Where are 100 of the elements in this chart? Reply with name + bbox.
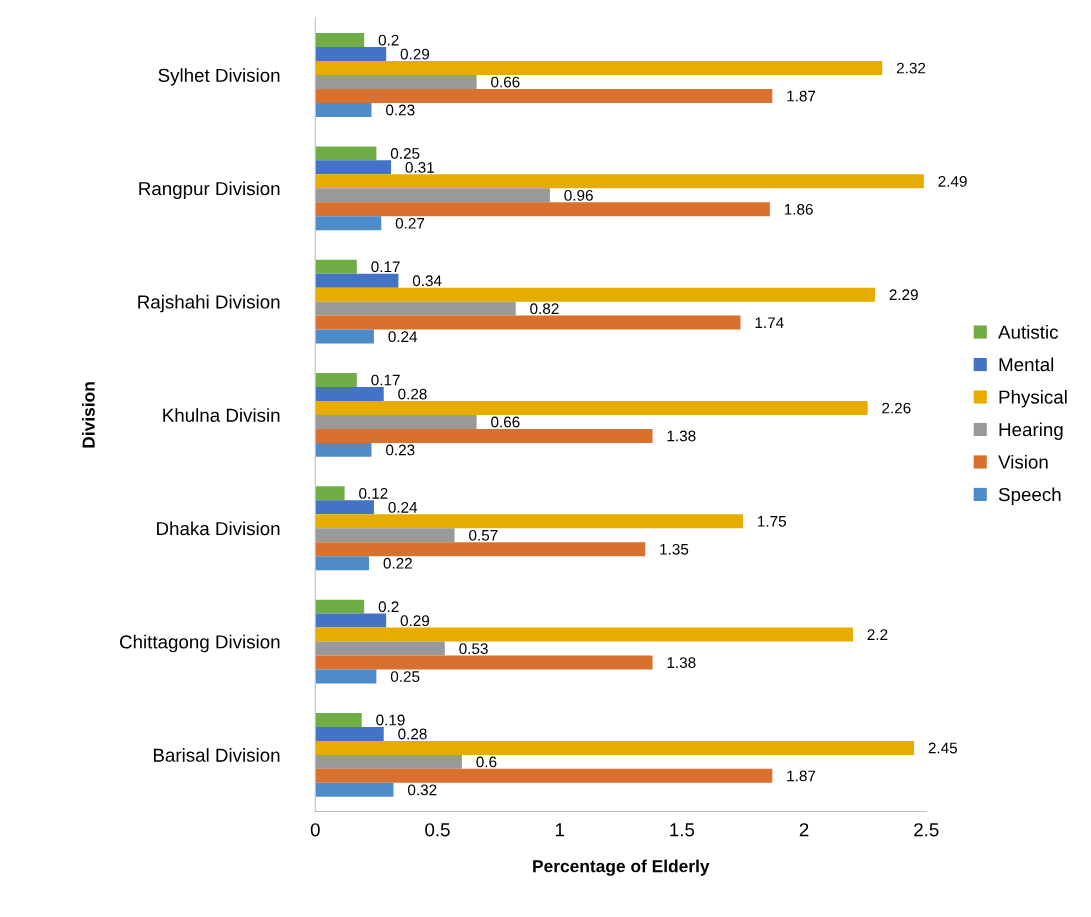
data-label: 0.28 bbox=[398, 388, 427, 400]
bar bbox=[315, 174, 924, 189]
data-label: 0.25 bbox=[390, 148, 420, 159]
data-label: 0.19 bbox=[376, 714, 405, 726]
legend-label: Speech bbox=[998, 487, 1061, 505]
y-tick-label: Dhaka Division bbox=[157, 521, 280, 536]
bar bbox=[315, 33, 365, 48]
y-tick-label: Sylhet Division bbox=[158, 68, 280, 86]
bar bbox=[315, 627, 853, 642]
bar bbox=[315, 47, 387, 62]
bar bbox=[315, 740, 915, 755]
bar bbox=[315, 528, 455, 543]
bar bbox=[315, 202, 770, 217]
legend-label: Physical bbox=[999, 389, 1067, 408]
bar bbox=[315, 641, 445, 656]
bar bbox=[315, 613, 387, 628]
bar bbox=[315, 782, 394, 797]
bar bbox=[315, 500, 374, 515]
bar bbox=[315, 75, 477, 89]
bar bbox=[315, 61, 883, 75]
data-label: 0.96 bbox=[564, 189, 593, 201]
bar bbox=[315, 273, 399, 288]
data-label: 0.27 bbox=[395, 217, 425, 229]
data-label: 1.87 bbox=[787, 770, 816, 782]
bar bbox=[315, 754, 462, 769]
bar bbox=[315, 301, 516, 316]
data-label: 0.57 bbox=[469, 529, 498, 541]
data-label: 1.74 bbox=[755, 317, 784, 328]
bar bbox=[315, 188, 550, 203]
data-label: 0.66 bbox=[491, 416, 520, 428]
bar bbox=[315, 442, 372, 457]
data-label: 0.24 bbox=[388, 331, 418, 343]
data-label: 0.17 bbox=[371, 374, 400, 386]
x-tick-label: 0.5 bbox=[425, 823, 450, 837]
data-label: 2.26 bbox=[882, 402, 911, 414]
bar bbox=[315, 160, 392, 175]
x-tick-label: 2.5 bbox=[914, 823, 939, 837]
bar bbox=[315, 669, 377, 684]
x-tick-label: 1 bbox=[555, 823, 564, 837]
data-label: 0.53 bbox=[459, 643, 488, 655]
data-label: 1.75 bbox=[758, 516, 786, 527]
bar bbox=[315, 88, 773, 103]
bar bbox=[315, 373, 357, 387]
x-axis-title: Percentage of Elderly bbox=[533, 859, 710, 876]
data-label: 0.2 bbox=[378, 34, 399, 46]
data-label: 2.49 bbox=[938, 176, 967, 187]
data-label: 0.28 bbox=[398, 728, 427, 740]
bar bbox=[315, 428, 653, 443]
bar bbox=[315, 287, 875, 302]
y-tick-label: Khulna Divisin bbox=[163, 408, 280, 422]
bar bbox=[315, 329, 374, 344]
data-label: 1.38 bbox=[667, 657, 696, 669]
data-label: 2.29 bbox=[889, 289, 918, 301]
bar bbox=[315, 216, 382, 231]
bar bbox=[315, 712, 362, 727]
bar bbox=[315, 726, 384, 741]
x-tick-label: 0 bbox=[310, 823, 320, 837]
data-label: 1.38 bbox=[667, 430, 696, 442]
bar bbox=[315, 146, 377, 161]
y-axis-title: Division bbox=[82, 382, 95, 448]
data-label: 0.82 bbox=[530, 303, 559, 315]
bar bbox=[315, 655, 653, 670]
bar bbox=[315, 514, 743, 529]
y-tick-label: Chittagong Division bbox=[119, 634, 280, 653]
bar bbox=[315, 259, 357, 274]
data-label: 1.87 bbox=[787, 90, 816, 102]
data-label: 0.17 bbox=[371, 261, 400, 273]
data-label: 2.32 bbox=[896, 62, 926, 74]
legend-label: Autistic bbox=[998, 325, 1058, 339]
y-tick-label: Rangpur Division bbox=[139, 181, 280, 199]
bar bbox=[315, 542, 646, 557]
x-tick-label: 1.5 bbox=[670, 823, 695, 837]
data-label: 0.23 bbox=[385, 104, 415, 116]
data-label: 0.29 bbox=[400, 615, 430, 627]
data-label: 2.2 bbox=[867, 629, 888, 640]
y-tick-label: Rajshahi Division bbox=[138, 294, 280, 313]
legend-label: Hearing bbox=[999, 422, 1063, 440]
data-label: 0.24 bbox=[388, 501, 418, 513]
data-label: 0.25 bbox=[390, 671, 420, 682]
x-tick-label: 2 bbox=[799, 823, 809, 837]
bar bbox=[315, 599, 365, 614]
bar bbox=[315, 386, 384, 401]
data-label: 0.2 bbox=[378, 601, 399, 613]
bar bbox=[315, 486, 345, 501]
data-label: 0.34 bbox=[412, 275, 442, 287]
bar bbox=[315, 102, 372, 117]
data-label: 0.31 bbox=[405, 162, 434, 173]
legend-label: Mental bbox=[999, 357, 1054, 372]
bar bbox=[315, 315, 741, 330]
bar bbox=[315, 414, 477, 429]
y-tick-label: Barisal Division bbox=[153, 748, 280, 762]
bar bbox=[315, 400, 868, 415]
data-label: 0.23 bbox=[385, 444, 415, 456]
data-label: 0.22 bbox=[383, 557, 412, 569]
data-label: 0.29 bbox=[400, 48, 430, 60]
bar bbox=[315, 556, 370, 571]
data-label: 0.66 bbox=[491, 76, 520, 88]
data-label: 2.45 bbox=[928, 742, 958, 754]
data-label: 1.86 bbox=[784, 203, 813, 215]
data-label: 1.35 bbox=[660, 543, 689, 555]
